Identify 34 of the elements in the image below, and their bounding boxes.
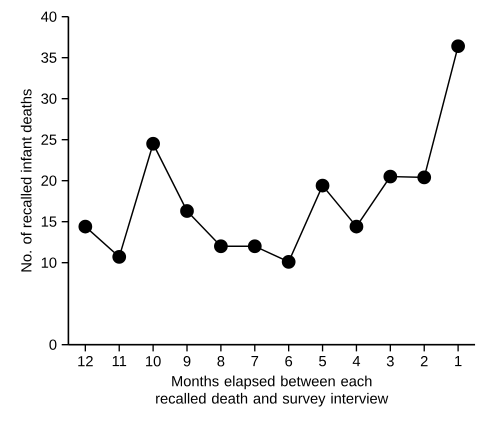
y-tick-label: 30	[41, 93, 56, 104]
x-tick-label: 9	[184, 356, 190, 366]
x-tick-label: 8	[217, 356, 224, 366]
x-axis-title: Months elapsed between each recalled death and survey interview	[156, 376, 388, 407]
y-tick-label: 20	[41, 175, 56, 186]
x-tick-label: 4	[352, 356, 360, 366]
point	[146, 136, 160, 151]
y-tick-label: 15	[42, 216, 56, 227]
y-tick-label: 25	[41, 134, 56, 145]
y-tick-label: 35	[41, 52, 56, 63]
x-tick-label: 7	[251, 356, 258, 366]
point	[451, 39, 465, 54]
y-tick-label: 0	[49, 339, 56, 350]
point	[316, 178, 330, 192]
point	[112, 250, 126, 264]
x-tick-label: 5	[319, 356, 326, 366]
point	[417, 170, 432, 184]
point	[350, 220, 364, 234]
point	[180, 204, 194, 218]
x-tick-label: 12	[78, 356, 93, 366]
x-tick-label: 6	[285, 356, 292, 366]
point	[214, 239, 228, 254]
x-tick-label: 11	[112, 356, 126, 366]
x-tick-label: 2	[420, 356, 428, 366]
x-tick-label: 3	[386, 356, 394, 366]
point	[383, 170, 398, 184]
y-tick-label: 40	[41, 11, 56, 22]
point	[78, 220, 92, 234]
y-axis-title: No. of recalled infant deaths	[20, 89, 32, 272]
y-tick-label: 10	[42, 257, 56, 268]
point	[248, 239, 262, 254]
x-tick-label: 1	[455, 356, 462, 366]
point	[282, 254, 296, 269]
x-tick-label: 10	[146, 356, 161, 366]
